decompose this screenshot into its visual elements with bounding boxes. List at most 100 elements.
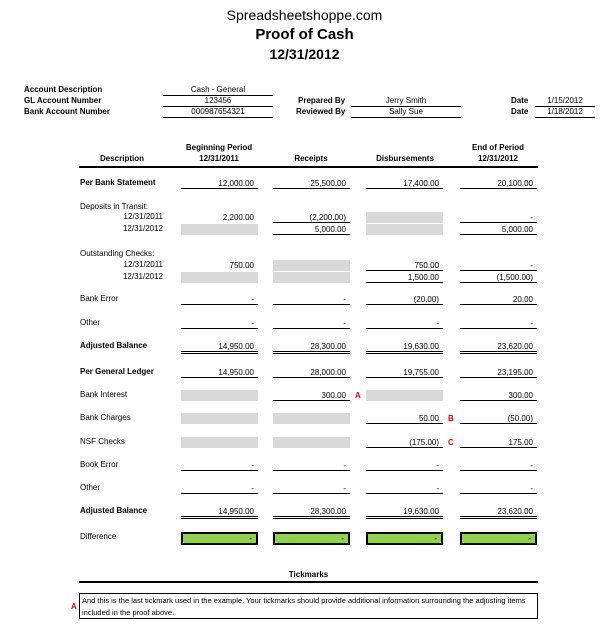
col-header-end: End of Period bbox=[472, 143, 524, 152]
account-description-label: Account Description bbox=[24, 85, 103, 94]
col-header-receipts: Receipts bbox=[294, 154, 328, 163]
value-cell[interactable]: - bbox=[273, 460, 350, 471]
value-cell[interactable]: - bbox=[460, 212, 537, 223]
shaded-cell[interactable] bbox=[273, 437, 350, 448]
value-cell[interactable]: 175.00 bbox=[460, 437, 537, 448]
reviewed-by-label: Reviewed By bbox=[296, 107, 346, 116]
value-cell[interactable]: 20,100.00 bbox=[460, 178, 537, 189]
tickmark-a: A bbox=[355, 391, 361, 400]
row-label: NSF Checks bbox=[80, 437, 125, 446]
value-cell[interactable]: - bbox=[460, 483, 537, 494]
value-cell[interactable]: (50.00) bbox=[460, 413, 537, 424]
tickmark-b: B bbox=[448, 414, 454, 423]
tickmarks-divider bbox=[79, 581, 538, 583]
row-label: Outstanding Checks: bbox=[80, 249, 155, 258]
value-cell[interactable]: 20.00 bbox=[460, 294, 537, 305]
shaded-cell[interactable] bbox=[366, 390, 443, 401]
value-cell[interactable]: 750.00 bbox=[366, 260, 443, 271]
value-cell[interactable]: - bbox=[460, 460, 537, 471]
value-cell[interactable]: 5,000.00 bbox=[460, 224, 537, 235]
row-label: Adjusted Balance bbox=[80, 506, 148, 515]
shaded-cell[interactable] bbox=[273, 413, 350, 424]
reviewed-by-field[interactable]: Sally Sue bbox=[351, 106, 461, 118]
tickmark-a-label: A bbox=[71, 602, 77, 611]
date-reviewed-field[interactable]: 1/18/2012 bbox=[535, 106, 595, 118]
value-cell[interactable]: 28,000.00 bbox=[273, 367, 350, 378]
difference-cell[interactable]: - bbox=[181, 532, 258, 545]
row-label: Bank Interest bbox=[80, 390, 128, 399]
row-label: Other bbox=[80, 483, 101, 492]
difference-cell[interactable]: - bbox=[366, 532, 443, 545]
value-cell[interactable]: 28,300.00 bbox=[273, 506, 350, 519]
shaded-cell[interactable] bbox=[181, 437, 258, 448]
prepared-by-field[interactable]: Jerry Smith bbox=[351, 95, 461, 107]
value-cell[interactable]: - bbox=[273, 294, 350, 305]
value-cell[interactable]: 5,000.00 bbox=[273, 224, 350, 235]
value-cell[interactable]: 14,950.00 bbox=[181, 506, 258, 519]
value-cell[interactable]: 2,200.00 bbox=[222, 213, 254, 222]
shaded-cell[interactable] bbox=[273, 272, 350, 283]
tickmark-c: C bbox=[448, 438, 454, 447]
value-cell[interactable]: 14,950.00 bbox=[181, 341, 258, 354]
col-header-beginning-date: 12/31/2011 bbox=[199, 154, 239, 163]
col-header-description: Description bbox=[99, 154, 144, 163]
value-cell[interactable]: 1,500.00 bbox=[366, 272, 443, 283]
gl-account-field[interactable]: 123456 bbox=[163, 95, 273, 107]
value-cell[interactable]: (175.00) bbox=[366, 437, 443, 448]
shaded-cell[interactable] bbox=[366, 212, 443, 223]
value-cell[interactable]: - bbox=[460, 260, 537, 271]
page-date: 12/31/2012 bbox=[269, 46, 340, 62]
value-cell[interactable]: (2,200.00) bbox=[273, 212, 350, 223]
difference-cell[interactable]: - bbox=[460, 532, 537, 545]
shaded-cell[interactable] bbox=[273, 260, 350, 271]
row-label: Bank Error bbox=[80, 294, 119, 303]
shaded-cell[interactable] bbox=[181, 272, 258, 283]
shaded-cell[interactable] bbox=[181, 413, 258, 424]
value-cell[interactable]: - bbox=[366, 483, 443, 494]
value-cell[interactable]: 23,620.00 bbox=[460, 506, 537, 519]
value-cell[interactable]: 12,000.00 bbox=[181, 178, 258, 189]
value-cell[interactable]: 50.00 bbox=[366, 413, 443, 424]
value-cell[interactable]: - bbox=[181, 318, 258, 329]
value-cell[interactable]: - bbox=[460, 318, 537, 329]
row-label: 12/31/2011 bbox=[123, 212, 163, 221]
row-label: 12/31/2012 bbox=[122, 224, 163, 233]
value-cell[interactable]: 19,630.00 bbox=[366, 341, 443, 354]
row-label: Other bbox=[80, 318, 101, 327]
value-cell[interactable]: 300.00 bbox=[460, 390, 537, 401]
value-cell[interactable]: (20.00) bbox=[366, 294, 443, 305]
value-cell[interactable]: - bbox=[366, 460, 443, 471]
value-cell[interactable]: 23,195.00 bbox=[460, 367, 537, 378]
shaded-cell[interactable] bbox=[366, 224, 443, 235]
row-label: Difference bbox=[80, 532, 117, 541]
value-cell[interactable]: 300.00 bbox=[273, 390, 350, 401]
account-description-field[interactable]: Cash - General bbox=[163, 84, 273, 96]
row-label: Per General Ledger bbox=[80, 367, 154, 376]
value-cell[interactable]: 25,500.00 bbox=[273, 178, 350, 189]
shaded-cell[interactable] bbox=[181, 390, 258, 401]
date-prepared-field[interactable]: 1/15/2012 bbox=[535, 95, 595, 107]
value-cell[interactable]: 17,400.00 bbox=[366, 178, 443, 189]
value-cell[interactable]: 750.00 bbox=[229, 261, 254, 270]
value-cell[interactable]: 19,630.00 bbox=[366, 506, 443, 519]
row-label: Bank Charges bbox=[80, 413, 131, 422]
value-cell[interactable]: 14,950.00 bbox=[181, 367, 258, 378]
value-cell[interactable]: - bbox=[366, 318, 443, 329]
value-cell[interactable]: 19,755.00 bbox=[366, 367, 443, 378]
value-cell[interactable]: - bbox=[181, 483, 258, 494]
value-cell[interactable]: - bbox=[273, 318, 350, 329]
difference-cell[interactable]: - bbox=[273, 532, 350, 545]
site-name: Spreadsheetshoppe.com bbox=[226, 7, 383, 23]
value-cell[interactable]: - bbox=[181, 460, 258, 471]
value-cell[interactable]: 28,300.00 bbox=[273, 341, 350, 354]
tickmarks-title: Tickmarks bbox=[288, 570, 329, 579]
value-cell[interactable]: (1,500.00) bbox=[460, 272, 537, 283]
prepared-by-label: Prepared By bbox=[298, 96, 346, 105]
shaded-cell[interactable] bbox=[181, 224, 258, 235]
tickmark-note[interactable]: And this is the last tickmark used in th… bbox=[79, 593, 538, 619]
value-cell[interactable]: 23,620.00 bbox=[460, 341, 537, 354]
value-cell[interactable]: - bbox=[181, 294, 258, 305]
value-cell[interactable]: - bbox=[273, 483, 350, 494]
bank-account-field[interactable]: 000987654321 bbox=[163, 106, 273, 118]
